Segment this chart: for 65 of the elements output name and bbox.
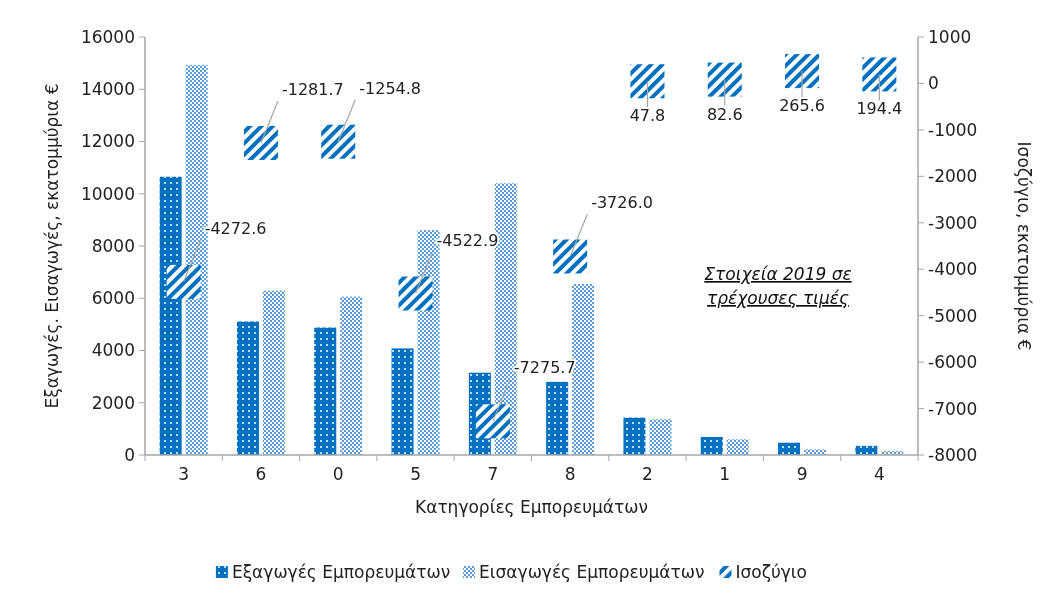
x-tick-label: 7 bbox=[487, 464, 499, 484]
bar bbox=[314, 327, 337, 455]
point bbox=[243, 125, 278, 160]
x-tick-label: 5 bbox=[410, 464, 421, 484]
y2-tick-label: -4000 bbox=[928, 259, 978, 280]
point bbox=[166, 264, 201, 299]
point bbox=[862, 57, 897, 92]
legend-label: Εξαγωγές Εμπορευμάτων bbox=[231, 562, 451, 582]
x-tick-label: 1 bbox=[719, 464, 731, 484]
bar bbox=[391, 348, 414, 455]
x-tick-label: 8 bbox=[564, 464, 576, 484]
data-label: -1281.7 bbox=[281, 79, 344, 99]
x-tick-label: 4 bbox=[873, 464, 885, 484]
y2-axis-title: Ισοζύγιο, εκατομμύρια € bbox=[1014, 141, 1034, 351]
data-label: 82.6 bbox=[706, 104, 743, 124]
y-axis-title: Εξαγωγές. Εισαγωγές, εκατομμύρια € bbox=[42, 83, 62, 409]
y2-tick-label: -7000 bbox=[928, 398, 978, 419]
bar bbox=[726, 439, 749, 455]
y-tick-label: 2000 bbox=[91, 392, 135, 413]
data-label: 194.4 bbox=[856, 99, 903, 119]
bar bbox=[700, 436, 723, 455]
x-tick-label: 9 bbox=[796, 464, 808, 484]
y2-tick-label: -6000 bbox=[928, 352, 978, 373]
annotation: Στοιχεία 2019 σε τρέχουσες τιμές bbox=[704, 264, 852, 308]
point bbox=[321, 124, 356, 159]
x-tick-label: 0 bbox=[332, 464, 344, 484]
y2-tick-label: -2000 bbox=[928, 166, 978, 187]
y2-tick-label: -5000 bbox=[928, 305, 978, 326]
point bbox=[785, 54, 820, 89]
data-label: -3726.0 bbox=[591, 193, 653, 213]
data-label: 265.6 bbox=[779, 96, 825, 116]
y-tick-label: 16000 bbox=[80, 26, 135, 47]
point bbox=[553, 239, 588, 274]
y-tick-label: 4000 bbox=[91, 340, 135, 361]
legend-label: Εισαγωγές Εμπορευμάτων bbox=[479, 562, 705, 582]
point bbox=[707, 62, 742, 97]
data-label: 47.8 bbox=[629, 106, 666, 126]
bar bbox=[623, 417, 646, 455]
bar bbox=[159, 176, 182, 455]
legend-label: Ισοζύγιο bbox=[735, 562, 807, 582]
y-tick-label: 10000 bbox=[80, 183, 135, 204]
x-axis-title: Κατηγορίες Εμπορευμάτων bbox=[415, 497, 648, 517]
y2-tick-label: -3000 bbox=[928, 212, 978, 233]
point bbox=[398, 276, 433, 311]
y-tick-label: 14000 bbox=[80, 79, 135, 100]
bar bbox=[262, 290, 285, 455]
x-tick-label: 3 bbox=[178, 464, 190, 484]
y-tick-label: 6000 bbox=[91, 288, 135, 309]
y-tick-label: 12000 bbox=[80, 131, 135, 152]
bar bbox=[546, 381, 569, 455]
bar bbox=[778, 442, 801, 455]
bar bbox=[236, 321, 259, 455]
y2-tick-label: -8000 bbox=[928, 444, 978, 465]
bar bbox=[340, 296, 363, 455]
x-tick-label: 6 bbox=[255, 464, 267, 484]
x-tick-label: 2 bbox=[642, 464, 653, 484]
point bbox=[475, 404, 510, 439]
y-tick-label: 8000 bbox=[91, 235, 135, 256]
y-tick-label: 0 bbox=[124, 444, 135, 465]
y2-tick-label: 1000 bbox=[928, 26, 972, 47]
point bbox=[630, 64, 665, 99]
bar bbox=[649, 419, 672, 455]
y2-tick-label: 0 bbox=[928, 73, 939, 94]
y2-tick-label: -1000 bbox=[928, 119, 978, 140]
data-label: -1254.8 bbox=[359, 78, 422, 98]
